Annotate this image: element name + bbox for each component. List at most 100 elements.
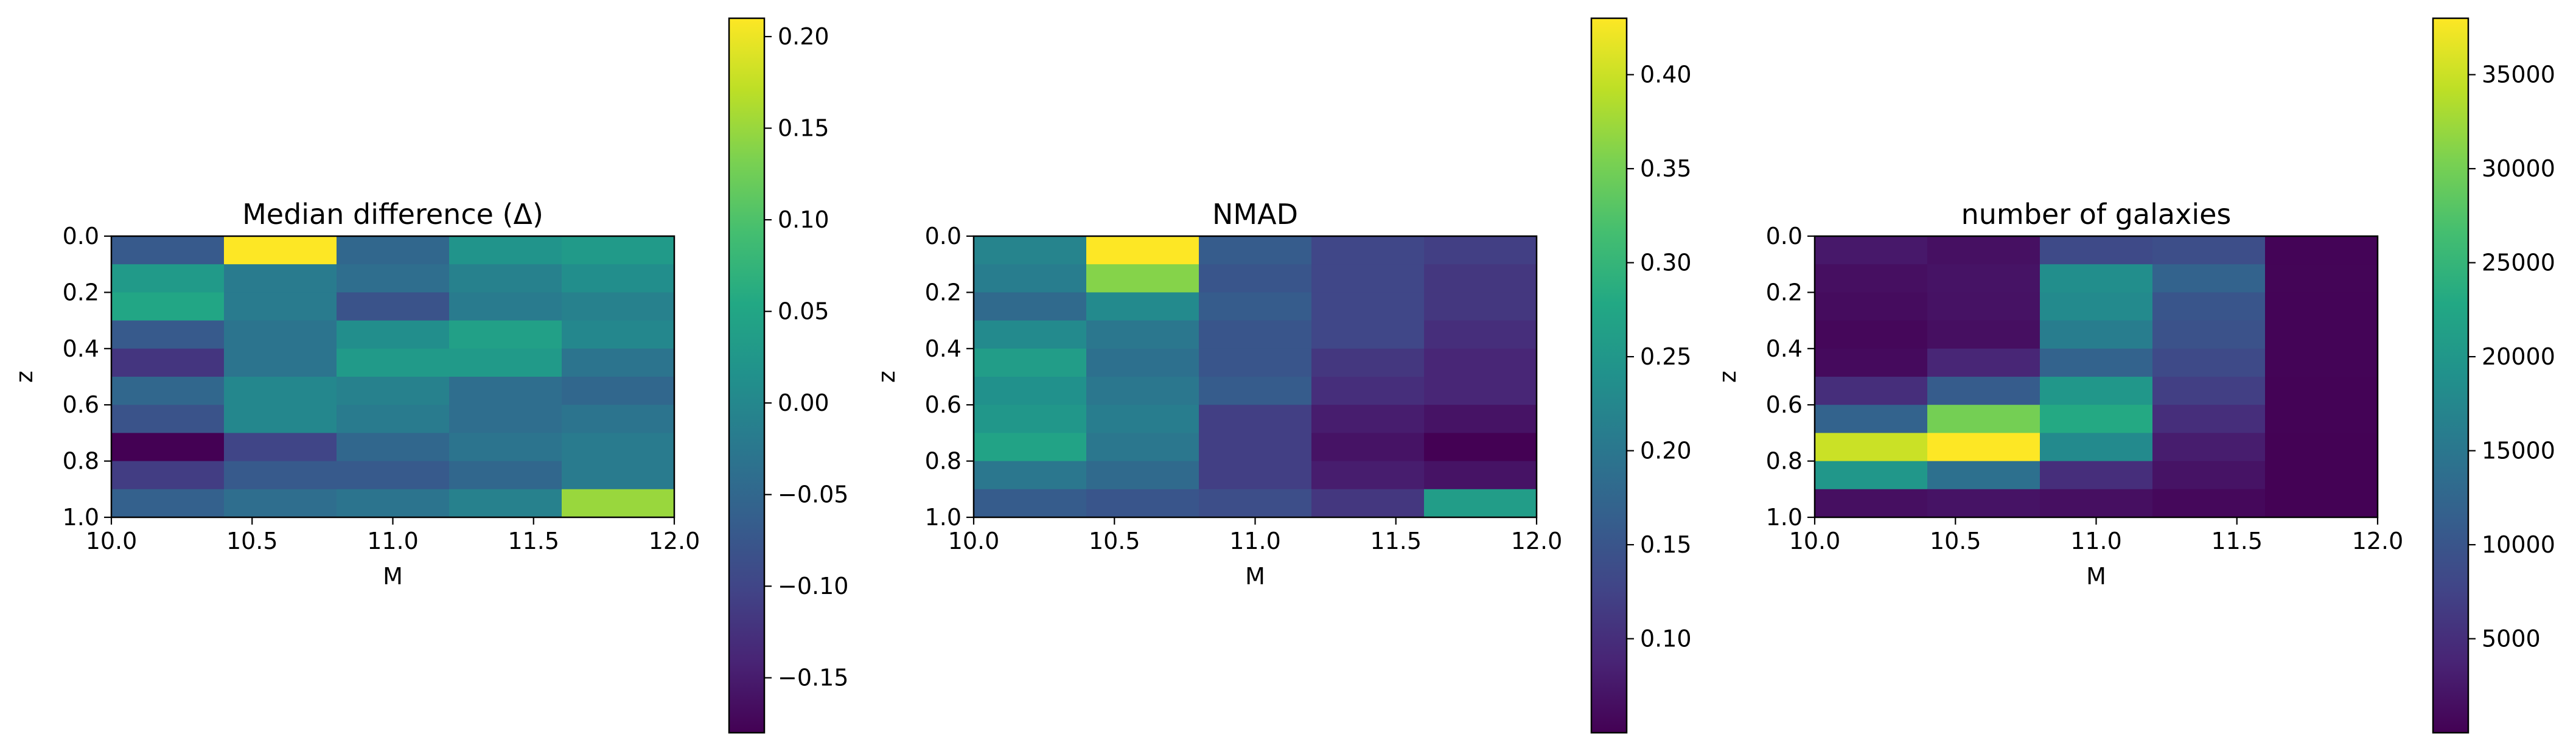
heatmap-cell: [974, 320, 1087, 349]
y-axis-label: z: [873, 371, 900, 383]
x-tick-label: 12.0: [649, 528, 700, 554]
x-tick-label: 10.5: [1089, 528, 1140, 554]
colorbar: 5000 10000 15000 20000 25000 30000 35000: [2432, 17, 2555, 734]
heatmap-cell: [562, 489, 675, 518]
heatmap-cell: [1086, 377, 1199, 405]
heatmap-cell: [1311, 405, 1425, 433]
heatmap-cell: [1927, 461, 2040, 490]
heatmap-cell: [337, 433, 450, 462]
x-tick-label: 12.0: [1511, 528, 1563, 554]
heatmap-cell: [449, 348, 562, 377]
heatmap-cell: [2152, 489, 2266, 518]
heatmap-cell: [337, 405, 450, 433]
colorbar-tick-label: 5000: [2482, 626, 2541, 652]
heatmap-cell: [1424, 292, 1537, 321]
colorbar-tick-label: 10000: [2482, 531, 2555, 558]
heatmap-cell: [2265, 236, 2378, 265]
y-tick-label: 0.2: [63, 279, 99, 306]
heatmap-cell: [1311, 433, 1425, 462]
heatmap-cell: [2265, 348, 2378, 377]
x-axis-label: M: [2086, 563, 2106, 590]
heatmap-cell: [1199, 236, 1312, 265]
heatmap-cell: [2265, 377, 2378, 405]
colorbar-frame: [2432, 17, 2470, 734]
heatmap-cell: [1086, 461, 1199, 490]
x-tick-label: 10.5: [1930, 528, 1981, 554]
heatmap-cell: [224, 292, 337, 321]
heatmap-cell: [224, 433, 337, 462]
heatmap-cell: [1424, 405, 1537, 433]
heatmap-cell: [1815, 489, 1928, 518]
heatmap-cell: [1311, 320, 1425, 349]
heatmap-cell: [337, 264, 450, 293]
heatmap-cell: [1311, 461, 1425, 490]
heatmap-cell: [449, 461, 562, 490]
heatmap-cell: [1424, 348, 1537, 377]
heatmap-cell: [224, 320, 337, 349]
colorbar: 0.10 0.15 0.20 0.25 0.30 0.35 0.40: [1590, 17, 1692, 734]
heatmap-cell: [1199, 348, 1312, 377]
y-tick-label: 0.0: [925, 223, 962, 250]
heatmap-cell: [2040, 236, 2153, 265]
heatmap-cell: [2265, 433, 2378, 462]
heatmap-cell: [1927, 489, 2040, 518]
heatmap-cell: [1424, 433, 1537, 462]
heatmap-cell: [2040, 461, 2153, 490]
colorbar-gradient: [1591, 18, 1627, 733]
heatmap-cell: [1311, 348, 1425, 377]
heatmap-cell: [562, 433, 675, 462]
colorbar-gradient: [729, 18, 764, 733]
colorbar-tick-label: 0.00: [778, 389, 829, 416]
heatmap-cell: [1199, 320, 1312, 349]
heatmap-cell: [111, 264, 225, 293]
heatmap-cell: [1311, 264, 1425, 293]
x-tick-label: 11.5: [1370, 528, 1422, 554]
heatmap-cell: [224, 377, 337, 405]
heatmap-cell: [1815, 405, 1928, 433]
colorbar-tick-label: −0.05: [778, 481, 848, 508]
heatmap-cell: [2152, 433, 2266, 462]
colorbar-frame: [1590, 17, 1628, 734]
heatmap-panel-2: 10.0 10.5 11.0 11.5 12.0 0.0 0.2 0.4 0.6 0.8 1.0 NM…: [873, 17, 1692, 734]
colorbar: −0.15 −0.10 −0.05 0.00 0.05 0.10 0.15 0.20: [728, 17, 848, 734]
x-tick-label: 10.5: [226, 528, 278, 554]
heatmap-cell: [1927, 377, 2040, 405]
heatmap-cell: [449, 377, 562, 405]
heatmap-cell: [1086, 489, 1199, 518]
heatmap-cell: [562, 320, 675, 349]
heatmap-cell: [1086, 433, 1199, 462]
heatmap-cell: [2040, 348, 2153, 377]
chart-title: number of galaxies: [1961, 198, 2232, 231]
x-tick-label: 11.0: [1229, 528, 1281, 554]
heatmap-cell: [1927, 405, 2040, 433]
heatmap-cell: [2152, 348, 2266, 377]
heatmap-cell: [562, 292, 675, 321]
heatmap-cell: [2040, 264, 2153, 293]
heatmap-cell: [111, 377, 225, 405]
colorbar-tick-label: 30000: [2482, 155, 2555, 182]
heatmap-cell: [1424, 236, 1537, 265]
x-axis-label: M: [383, 563, 403, 590]
heatmap-cell: [1815, 461, 1928, 490]
x-tick-label: 11.5: [508, 528, 559, 554]
y-tick-label: 1.0: [1766, 504, 1803, 531]
heatmap-cell: [1815, 264, 1928, 293]
heatmap-cell: [337, 292, 450, 321]
heatmap-cell: [2152, 405, 2266, 433]
y-axis-label: z: [1714, 371, 1741, 383]
heatmap-cell: [1311, 489, 1425, 518]
heatmap-cell: [337, 236, 450, 265]
y-tick-label: 0.4: [1766, 335, 1803, 362]
heatmap-cell: [1815, 377, 1928, 405]
heatmap-cell: [974, 264, 1087, 293]
heatmap-cell: [562, 348, 675, 377]
heatmap-cell: [2040, 405, 2153, 433]
heatmap-cell: [1199, 377, 1312, 405]
y-tick-label: 0.0: [1766, 223, 1803, 250]
heatmap-cell: [974, 489, 1087, 518]
heatmap-cell: [562, 461, 675, 490]
heatmap-cell: [1927, 348, 2040, 377]
heatmap-cell: [224, 461, 337, 490]
heatmap-cell: [111, 405, 225, 433]
